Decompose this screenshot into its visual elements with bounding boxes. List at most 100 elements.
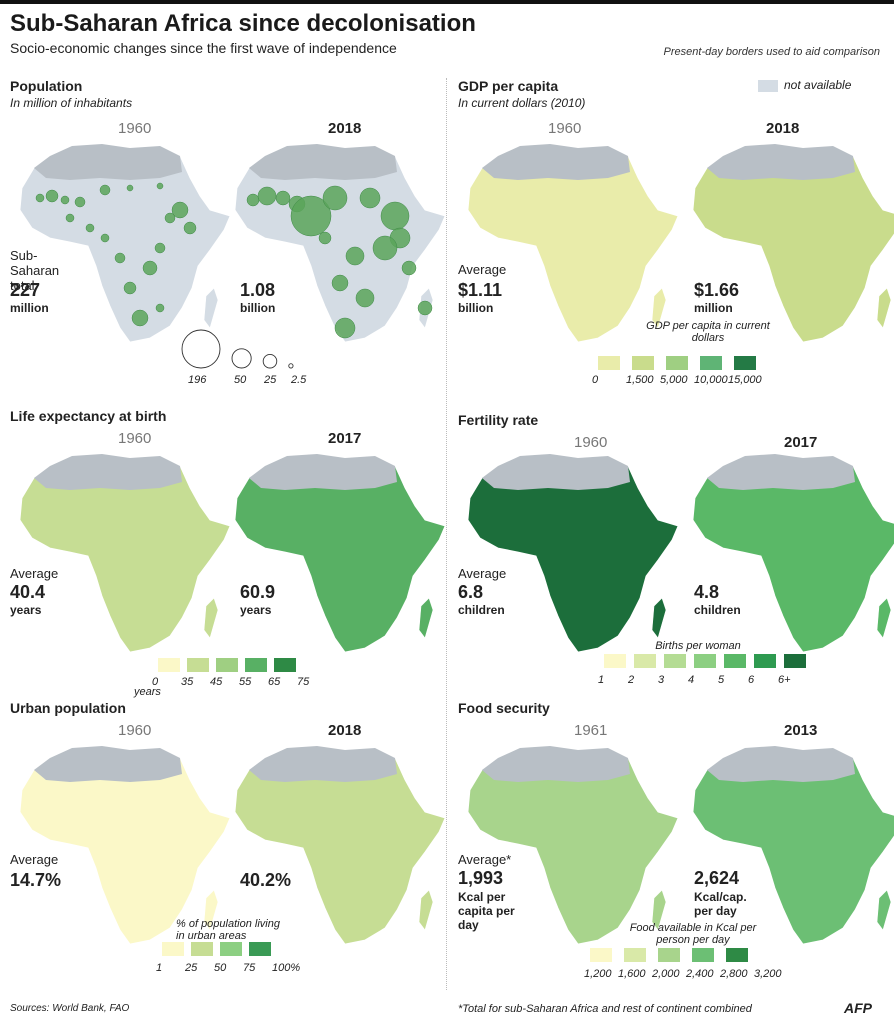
bubble-legend-circle bbox=[288, 363, 294, 369]
map-1961 bbox=[458, 740, 679, 955]
population-bubble bbox=[380, 201, 410, 231]
map-2017 bbox=[225, 448, 446, 663]
population-bubble bbox=[359, 187, 381, 209]
madagascar bbox=[203, 597, 219, 639]
legend-swatch bbox=[158, 658, 180, 672]
legend-title: Births per woman bbox=[655, 640, 741, 652]
panel-title: Food security bbox=[458, 700, 550, 716]
sources: Sources: World Bank, FAO bbox=[10, 1003, 130, 1014]
panel-food-security: Food security 1961 2013 Average* 1,993 K… bbox=[458, 700, 894, 1000]
legend-swatch bbox=[249, 942, 271, 956]
legend-swatch bbox=[724, 654, 746, 668]
africa-land bbox=[19, 453, 231, 653]
legend-tick: 1,600 bbox=[618, 968, 646, 980]
population-bubble bbox=[331, 274, 349, 292]
legend-tick: 45 bbox=[210, 676, 223, 688]
population-bubble bbox=[372, 235, 398, 261]
population-bubble bbox=[35, 193, 45, 203]
panel-life-expectancy: Life expectancy at birth 1960 2017 Avera… bbox=[10, 408, 450, 708]
bubble-legend-circle bbox=[262, 353, 278, 369]
stat-value-new: 40.2% bbox=[240, 870, 292, 890]
year-new: 2017 bbox=[328, 430, 362, 447]
madagascar bbox=[651, 287, 667, 329]
legend-tick: 75 bbox=[297, 676, 310, 688]
legend-tick: 2,000 bbox=[652, 968, 680, 980]
panel-subtitle: In million of inhabitants bbox=[10, 96, 133, 110]
page-title: Sub-Saharan Africa since decolonisation bbox=[10, 10, 476, 37]
population-bubble bbox=[355, 288, 375, 308]
stat-unit-old: Kcal per capita per day bbox=[458, 890, 515, 932]
stat-unit-new: years bbox=[240, 603, 272, 617]
stat-value-new: 60.9 bbox=[240, 582, 276, 602]
legend-swatch bbox=[734, 356, 756, 370]
legend-tick: 6 bbox=[748, 674, 755, 686]
stat-value-old: 6.8 bbox=[458, 582, 484, 602]
population-bubble bbox=[183, 221, 197, 235]
legend-swatch bbox=[658, 948, 680, 962]
legend-swatch bbox=[245, 658, 267, 672]
legend-swatch bbox=[700, 356, 722, 370]
stat-value-new: $1.66 bbox=[694, 280, 740, 300]
stat-label: Average bbox=[10, 566, 59, 581]
population-bubble bbox=[114, 252, 126, 264]
madagascar bbox=[203, 287, 219, 329]
africa-land bbox=[692, 745, 894, 945]
panel-population: Population In million of inhabitants 196… bbox=[10, 78, 450, 386]
stat-unit-new: billion bbox=[240, 301, 276, 315]
population-bubble bbox=[171, 201, 189, 219]
africa-land bbox=[692, 453, 894, 653]
legend-swatch bbox=[726, 948, 748, 962]
madagascar bbox=[651, 597, 667, 639]
north-africa-not-covered bbox=[34, 454, 182, 490]
footnote: *Total for sub-Saharan Africa and rest o… bbox=[458, 1003, 752, 1015]
legend-tick: 100% bbox=[272, 962, 301, 974]
africa-land bbox=[467, 745, 679, 945]
panel-fertility: Fertility rate 1960 2017 Average 6.8 chi… bbox=[458, 408, 894, 708]
north-africa-not-covered bbox=[707, 144, 855, 180]
africa-land bbox=[467, 143, 679, 343]
legend-tick: 2,800 bbox=[720, 968, 748, 980]
population-bubble bbox=[156, 182, 164, 190]
legend-swatch bbox=[604, 654, 626, 668]
stat-value-new: 4.8 bbox=[694, 582, 720, 602]
legend-swatch bbox=[187, 658, 209, 672]
legend-tick: 1,200 bbox=[584, 968, 612, 980]
population-bubble bbox=[65, 213, 75, 223]
legend-title: Food available in Kcal per person per da… bbox=[629, 922, 757, 946]
population-bubble bbox=[318, 231, 332, 245]
population-bubble bbox=[123, 281, 137, 295]
map-1960 bbox=[10, 448, 231, 663]
population-bubble bbox=[45, 189, 59, 203]
stat-unit-old: million bbox=[10, 301, 49, 315]
africa-land bbox=[234, 453, 446, 653]
legend-swatch bbox=[634, 654, 656, 668]
legend-tick: 0 bbox=[592, 374, 599, 386]
madagascar bbox=[418, 597, 434, 639]
legend-tick: 5,000 bbox=[660, 374, 688, 386]
madagascar bbox=[876, 889, 892, 931]
bubble-legend-circle bbox=[181, 329, 221, 369]
panel-title: Urban population bbox=[10, 700, 126, 716]
year-new: 2018 bbox=[328, 722, 362, 739]
column-divider bbox=[446, 78, 447, 990]
panel-title: GDP per capita bbox=[458, 78, 559, 94]
bubble-legend-label: 2.5 bbox=[291, 374, 307, 386]
stat-value-old: 40.4 bbox=[10, 582, 46, 602]
legend-swatch bbox=[624, 948, 646, 962]
bubble-legend-circle bbox=[231, 348, 252, 369]
legend-swatch bbox=[784, 654, 806, 668]
madagascar bbox=[876, 287, 892, 329]
population-bubble bbox=[85, 223, 95, 233]
stat-label: Sub-Saharan total bbox=[10, 248, 60, 293]
borders-note: Present-day borders used to aid comparis… bbox=[663, 46, 880, 58]
bubble-legend bbox=[181, 329, 294, 369]
map-2018 bbox=[683, 138, 894, 353]
legend-tick: 4 bbox=[688, 674, 695, 686]
stat-label: Average bbox=[458, 566, 507, 581]
legend-swatch bbox=[598, 356, 620, 370]
legend-tick: 55 bbox=[239, 676, 252, 688]
legend-tick: 50 bbox=[214, 962, 227, 974]
panel-gdp: GDP per capita In current dollars (2010)… bbox=[458, 78, 894, 386]
population-bubble bbox=[246, 193, 260, 207]
legend-tick: 3,200 bbox=[754, 968, 782, 980]
